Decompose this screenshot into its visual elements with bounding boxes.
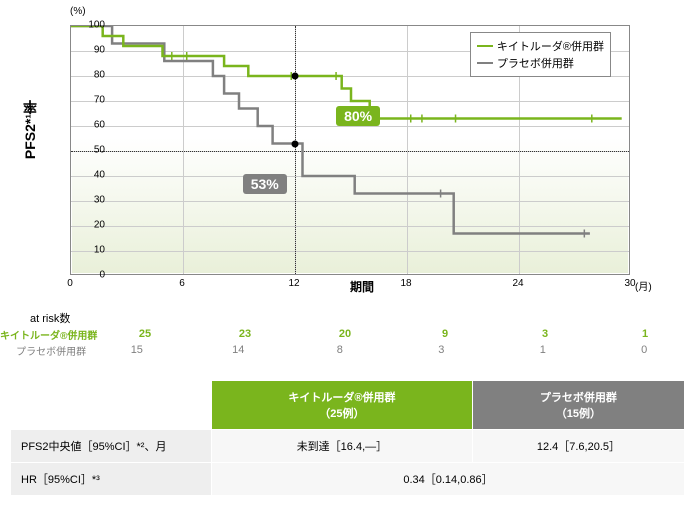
- ar-val: 8: [289, 344, 390, 356]
- legend-label-keytruda: キイトルーダ®併用群: [497, 38, 604, 54]
- legend-swatch-gray: [477, 62, 493, 65]
- ar-val: 1: [595, 328, 695, 340]
- at-risk-row-placebo: プラセボ併用群 15 14 8 3 1 0: [0, 342, 695, 358]
- ar-val: 9: [395, 328, 495, 340]
- legend-label-placebo: プラセボ併用群: [497, 55, 574, 71]
- summary-blank-header: [11, 381, 212, 430]
- ar-val: 3: [391, 344, 492, 356]
- summary-row1-label: PFS2中央値［95%CI］*²、月: [11, 430, 212, 463]
- y-unit: (%): [70, 6, 86, 17]
- ar-val: 14: [188, 344, 289, 356]
- summary-row1-v2: 12.4［7.6,20.5］: [472, 430, 684, 463]
- ar-val: 25: [95, 328, 195, 340]
- summary-header-keytruda-label: キイトルーダ®併用群: [288, 392, 395, 404]
- figure-root: (%) PFS2*¹率 キイトルーダ®併用群 プラセボ併用群 80%53% 01…: [0, 0, 695, 514]
- summary-table: キイトルーダ®併用群 （25例） プラセボ併用群 （15例） PFS2中央値［9…: [10, 380, 685, 496]
- legend: キイトルーダ®併用群 プラセボ併用群: [470, 32, 611, 77]
- ar-val: 15: [86, 344, 187, 356]
- at-risk-table: at risk数 キイトルーダ®併用群 25 23 20 9 3 1 プラセボ併…: [0, 310, 695, 358]
- summary-header-placebo-sub: （15例）: [556, 408, 601, 420]
- chart-area: (%) PFS2*¹率 キイトルーダ®併用群 プラセボ併用群 80%53% 01…: [70, 10, 670, 300]
- legend-row-placebo: プラセボ併用群: [477, 55, 604, 71]
- ar-val: 1: [492, 344, 593, 356]
- summary-row1-v1: 未到達［16.4,—］: [212, 430, 473, 463]
- summary-header-placebo-label: プラセボ併用群: [540, 392, 617, 404]
- legend-swatch-green: [477, 45, 493, 48]
- at-risk-title: at risk数: [30, 310, 695, 326]
- summary-header-keytruda: キイトルーダ®併用群 （25例）: [212, 381, 473, 430]
- ar-val: 23: [195, 328, 295, 340]
- x-unit: (月): [635, 278, 652, 293]
- summary-row2-label: HR［95%CI］*³: [11, 463, 212, 496]
- at-risk-label-keytruda: キイトルーダ®併用群: [0, 327, 95, 342]
- ar-val: 20: [295, 328, 395, 340]
- ar-val: 3: [495, 328, 595, 340]
- summary-header-keytruda-sub: （25例）: [319, 408, 364, 420]
- at-risk-row-keytruda: キイトルーダ®併用群 25 23 20 9 3 1: [0, 326, 695, 342]
- x-axis-label: 期間: [350, 278, 374, 295]
- plot-frame: キイトルーダ®併用群 プラセボ併用群 80%53%: [70, 25, 630, 275]
- at-risk-label-placebo: プラセボ併用群: [0, 343, 86, 358]
- y-axis-label: PFS2*¹率: [20, 100, 40, 159]
- summary-header-placebo: プラセボ併用群 （15例）: [472, 381, 684, 430]
- summary-row2-v: 0.34［0.14,0.86］: [212, 463, 685, 496]
- ar-val: 0: [594, 344, 695, 356]
- legend-row-keytruda: キイトルーダ®併用群: [477, 38, 604, 54]
